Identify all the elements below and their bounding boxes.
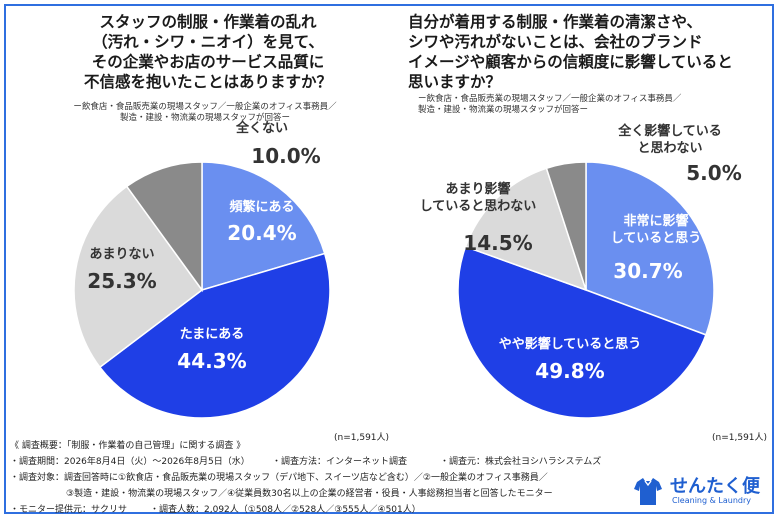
- q2-subtitle: ー飲食店・食品販売業の現場スタッフ／一般企業のオフィス事務員／ 製造・建設・物流…: [418, 94, 738, 116]
- footer-target: ・調査対象：調査回答時に①飲食店・食品販売業の現場スタッフ（デパ地下、スイーツ店…: [10, 473, 548, 483]
- q2-subtitle-line: 製造・建設・物流業の現場スタッフが回答ー: [418, 105, 589, 115]
- q2-sample-size: (n=1,591人): [712, 433, 768, 443]
- brand-logo: せんたく便 Cleaning & Laundry: [634, 470, 768, 514]
- footer-method: ・調査方法：インターネット調査: [272, 457, 408, 467]
- shirt-icon: [634, 476, 662, 506]
- footer-target-cont: ③製造・建設・物流業の現場スタッフ／④従業員数30名以上の企業の経営者・役員・人…: [66, 489, 553, 499]
- slice-value-label: 14.5%: [463, 231, 532, 255]
- q2-title-line: 自分が着用する制服・作業着の清潔さや、: [408, 13, 703, 31]
- pie-slice: [98, 252, 331, 419]
- slice-category-label: やや影響していると思う: [499, 336, 642, 352]
- slice-value-label: 10.0%: [251, 144, 320, 168]
- slice-value-label: 44.3%: [177, 349, 246, 373]
- pie-slice: [201, 161, 326, 292]
- slice-category-label: 頻繁にある: [229, 199, 294, 215]
- pie-slice: [73, 185, 204, 369]
- pie-slice: [585, 161, 715, 336]
- slice-category-label: 全く影響していると思わない: [617, 123, 722, 156]
- slice-value-label: 49.8%: [535, 359, 604, 383]
- q1-title-line: 不信感を抱いたことはありますか？: [83, 73, 332, 91]
- q1-subtitle: ー飲食店・食品販売業の現場スタッフ／一般企業のオフィス事務員／ 製造・建設・物流…: [40, 102, 370, 124]
- q2-title-line: イメージや顧客からの信頼度に影響していると: [408, 53, 733, 71]
- brand-tagline: Cleaning & Laundry: [672, 496, 751, 505]
- q2-subtitle-line: ー飲食店・食品販売業の現場スタッフ／一般企業のオフィス事務員／: [418, 94, 682, 104]
- pie-slice: [545, 161, 587, 291]
- pie-slice: [125, 161, 203, 293]
- q1-subtitle-line: 製造・建設・物流業の現場スタッフが回答ー: [119, 113, 290, 123]
- pie-slice: [457, 245, 707, 419]
- q1-sample-size: (n=1,591人): [334, 433, 390, 443]
- q1-title-line: その企業やお店のサービス品質に: [91, 53, 325, 71]
- slice-category-label: あまりない: [89, 247, 154, 262]
- q1-subtitle-line: ー飲食店・食品販売業の現場スタッフ／一般企業のオフィス事務員／: [73, 102, 337, 112]
- q1-title-line: スタッフの制服・作業着の乱れ: [99, 13, 317, 31]
- brand-name: せんたく便: [670, 476, 760, 497]
- slice-value-label: 30.7%: [613, 259, 682, 283]
- q1-title-line: （汚れ・シワ・ニオイ）を見て、: [92, 33, 324, 51]
- slice-category-label: たまにある: [180, 327, 245, 342]
- footer-survey-title: 《 調査概要：「制服・作業着の自己管理」に関する調査 》: [10, 441, 246, 451]
- q2-title: 自分が着用する制服・作業着の清潔さや、 シワや汚れがないことは、会社のブランド …: [408, 12, 768, 92]
- slice-category-label: あまり影響していると思わない: [420, 181, 537, 214]
- q1-title: スタッフの制服・作業着の乱れ （汚れ・シワ・ニオイ）を見て、 その企業やお店のサ…: [48, 12, 368, 92]
- footer-period: ・調査期間：2026年8月4日（火）〜2026年8月5日（水）: [10, 457, 250, 467]
- slice-value-label: 20.4%: [227, 221, 296, 245]
- footer-respondents: ・調査人数：2,092人（①508人／②528人／③555人／④501人）: [150, 505, 421, 515]
- q2-title-line: 思いますか？: [408, 73, 502, 91]
- footer-provider: ・モニター提供元：サクリサ: [10, 505, 128, 515]
- slice-category-label: 全くない: [235, 120, 288, 136]
- slice-value-label: 5.0%: [686, 161, 741, 185]
- footer-source: ・調査元：株式会社ヨシハラシステムズ: [440, 457, 602, 467]
- slice-value-label: 25.3%: [87, 269, 156, 293]
- q2-title-line: シワや汚れがないことは、会社のブランド: [408, 33, 703, 51]
- slice-category-label: 非常に影響していると思う: [611, 213, 702, 246]
